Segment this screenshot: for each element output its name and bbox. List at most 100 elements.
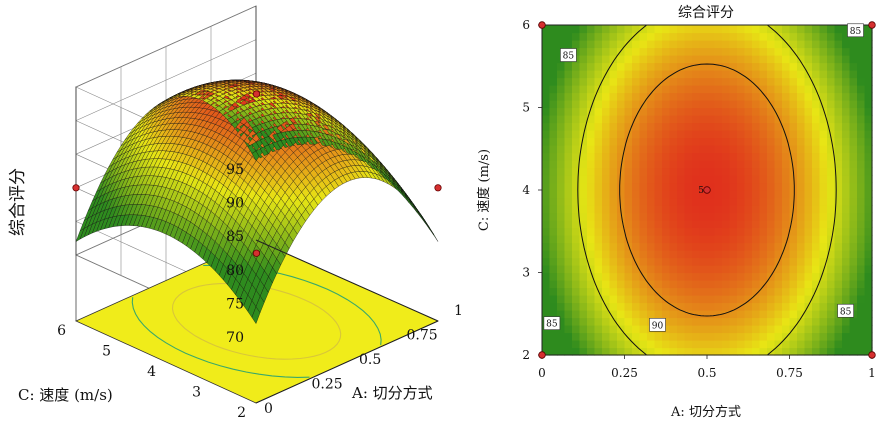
contour-heat-cell [699, 85, 708, 94]
contour-heat-cell [647, 77, 656, 86]
contour-heat-cell [827, 220, 836, 229]
contour-heat-cell [804, 167, 813, 176]
contour-heat-cell [609, 197, 618, 206]
contour-heat-cell [812, 287, 821, 296]
contour-heat-cell [729, 317, 738, 326]
contour-heat-cell [579, 145, 588, 154]
contour-heat-cell [684, 190, 693, 199]
contour-heat-cell [632, 332, 641, 341]
contour-heat-cell [752, 190, 761, 199]
contour-heat-cell [789, 70, 798, 79]
contour-heat-cell [804, 62, 813, 71]
contour-y-tick-label: 5 [522, 101, 530, 115]
contour-heat-cell [669, 287, 678, 296]
contour-heat-cell [842, 152, 851, 161]
contour-heat-cell [752, 347, 761, 356]
contour-heat-cell [827, 77, 836, 86]
contour-heat-cell [759, 212, 768, 221]
contour-heat-cell [729, 302, 738, 311]
contour-heat-cell [729, 55, 738, 64]
contour-heat-cell [864, 325, 873, 334]
contour-heat-cell [557, 265, 566, 274]
contour-heat-cell [684, 257, 693, 266]
contour-heat-cell [752, 32, 761, 41]
contour-heat-cell [857, 77, 866, 86]
contour-heat-cell [849, 212, 858, 221]
contour-design-point [868, 21, 876, 29]
contour-heat-cell [639, 220, 648, 229]
contour-heat-cell [767, 280, 776, 289]
contour-heat-cell [549, 70, 558, 79]
contour-heat-cell [737, 152, 746, 161]
contour-heat-cell [647, 115, 656, 124]
contour-heat-cell [812, 220, 821, 229]
contour-heat-cell [699, 332, 708, 341]
contour-heat-cell [744, 145, 753, 154]
contour-heat-cell [594, 347, 603, 356]
contour-heat-cell [647, 295, 656, 304]
contour-heat-cell [834, 115, 843, 124]
contour-heat-cell [767, 32, 776, 41]
contour-heat-cell [797, 160, 806, 169]
contour-heat-cell [692, 242, 701, 251]
contour-heat-cell [639, 332, 648, 341]
contour-heat-cell [692, 25, 701, 34]
contour-heat-cell [684, 160, 693, 169]
contour-heat-cell [617, 317, 626, 326]
contour-heat-cell [587, 130, 596, 139]
contour-heat-cell [557, 272, 566, 281]
contour-heat-cell [684, 332, 693, 341]
contour-heat-cell [602, 122, 611, 131]
contour-heat-cell [617, 272, 626, 281]
contour-heat-cell [752, 167, 761, 176]
contour-heat-cell [744, 130, 753, 139]
contour-heat-cell [849, 347, 858, 356]
contour-heat-cell [542, 32, 551, 41]
contour-heat-cell [617, 340, 626, 349]
contour-heat-cell [677, 265, 686, 274]
contour-heat-cell [744, 40, 753, 49]
contour-heat-cell [714, 47, 723, 56]
contour-heat-cell [744, 205, 753, 214]
contour-heat-cell [579, 85, 588, 94]
contour-heat-cell [737, 130, 746, 139]
contour-heat-cell [849, 77, 858, 86]
contour-design-point [868, 351, 876, 359]
contour-heat-cell [714, 347, 723, 356]
contour-heat-cell [827, 227, 836, 236]
contour-heat-cell [834, 70, 843, 79]
contour-heat-cell [684, 272, 693, 281]
contour-heat-cell [549, 152, 558, 161]
contour-heat-cell [647, 62, 656, 71]
contour-heat-cell [744, 167, 753, 176]
contour-heat-cell [812, 152, 821, 161]
contour-heat-cell [557, 160, 566, 169]
contour-heat-cell [692, 160, 701, 169]
contour-heat-cell [669, 77, 678, 86]
contour-heat-cell [714, 25, 723, 34]
contour-heat-cell [549, 107, 558, 116]
contour-heat-cell [677, 85, 686, 94]
contour-heat-cell [714, 152, 723, 161]
contour-heat-cell [632, 122, 641, 131]
contour-heat-cell [669, 175, 678, 184]
contour-heat-cell [692, 205, 701, 214]
contour-heat-cell [789, 257, 798, 266]
contour-heat-cell [729, 137, 738, 146]
contour-heat-cell [624, 55, 633, 64]
contour-heat-cell [744, 122, 753, 131]
contour-heat-cell [812, 242, 821, 251]
contour-heat-cell [557, 190, 566, 199]
contour-heat-cell [594, 325, 603, 334]
contour-heat-cell [572, 62, 581, 71]
contour-heat-cell [842, 55, 851, 64]
contour-heat-cell [767, 77, 776, 86]
contour-heat-cell [564, 212, 573, 221]
contour-heat-cell [819, 242, 828, 251]
contour-heat-cell [587, 317, 596, 326]
contour-heat-cell [849, 205, 858, 214]
contour-heat-cell [654, 160, 663, 169]
contour-heat-cell [669, 92, 678, 101]
surface-design-point [72, 184, 80, 192]
contour-heat-cell [639, 107, 648, 116]
